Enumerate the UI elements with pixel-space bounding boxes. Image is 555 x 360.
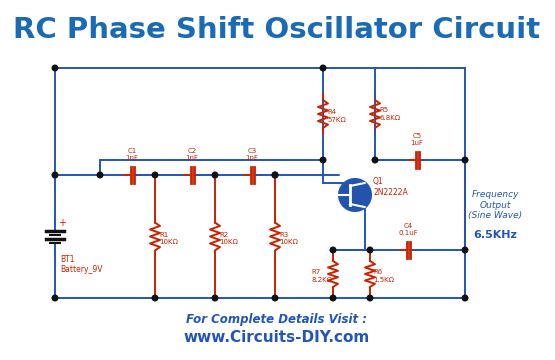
Circle shape [462, 295, 468, 301]
Text: C5
1uF: C5 1uF [411, 133, 423, 146]
Circle shape [212, 172, 218, 178]
Text: C2
1nF: C2 1nF [185, 148, 199, 161]
Circle shape [320, 65, 326, 71]
Text: R1
10KΩ: R1 10KΩ [159, 232, 178, 245]
Text: C1
1nF: C1 1nF [125, 148, 139, 161]
Text: R7
8.2KΩ: R7 8.2KΩ [311, 270, 332, 283]
Circle shape [367, 247, 373, 253]
Circle shape [52, 295, 58, 301]
Text: R4
57KΩ: R4 57KΩ [327, 109, 346, 122]
Circle shape [52, 65, 58, 71]
Circle shape [52, 172, 58, 178]
Circle shape [462, 157, 468, 163]
Text: Frequency
Output
(Sine Wave): Frequency Output (Sine Wave) [468, 190, 522, 220]
Circle shape [339, 179, 371, 211]
Circle shape [272, 172, 278, 178]
Text: +: + [58, 219, 66, 229]
Text: Q1
2N2222A: Q1 2N2222A [373, 177, 408, 197]
Circle shape [97, 172, 103, 178]
Circle shape [152, 295, 158, 301]
Text: C3
1nF: C3 1nF [245, 148, 259, 161]
Circle shape [330, 295, 336, 301]
Circle shape [367, 295, 373, 301]
Text: For Complete Details Visit :: For Complete Details Visit : [186, 314, 367, 327]
Text: RC Phase Shift Oscillator Circuit: RC Phase Shift Oscillator Circuit [13, 16, 541, 44]
Circle shape [320, 157, 326, 163]
Circle shape [212, 295, 218, 301]
Text: 6.5KHz: 6.5KHz [473, 230, 517, 240]
Text: www.Circuits-DIY.com: www.Circuits-DIY.com [184, 330, 370, 346]
Text: R3
10KΩ: R3 10KΩ [279, 232, 298, 245]
Text: R5
6.8KΩ: R5 6.8KΩ [379, 108, 400, 121]
Text: R6
1.5KΩ: R6 1.5KΩ [373, 270, 394, 283]
Circle shape [272, 295, 278, 301]
Text: C4
0.1uF: C4 0.1uF [398, 223, 418, 236]
Circle shape [272, 172, 278, 178]
Circle shape [372, 157, 378, 163]
Circle shape [330, 247, 336, 253]
Text: R2
10KΩ: R2 10KΩ [219, 232, 238, 245]
Circle shape [462, 247, 468, 253]
Text: BT1
Battery_9V: BT1 Battery_9V [60, 255, 103, 274]
Circle shape [152, 172, 158, 178]
